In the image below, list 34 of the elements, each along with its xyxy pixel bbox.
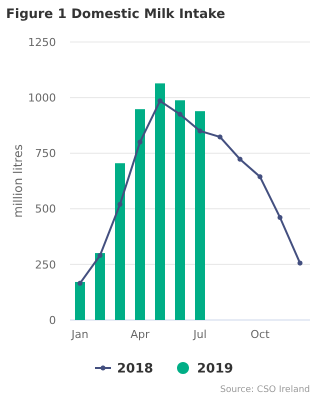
source-note: Source: CSO Ireland <box>220 385 310 395</box>
x-tick-label: Apr <box>130 328 150 341</box>
point <box>138 140 142 145</box>
x-tick-label: Jul <box>192 328 207 341</box>
point <box>278 214 282 220</box>
y-tick-label: 1250 <box>28 36 56 49</box>
bar <box>155 83 165 320</box>
point <box>258 174 262 180</box>
bar <box>75 282 85 320</box>
point <box>178 112 182 117</box>
y-axis-title: million litres <box>11 144 25 218</box>
y-tick-label: 500 <box>35 202 56 216</box>
point <box>158 98 162 104</box>
point <box>198 128 202 134</box>
bar <box>115 163 125 320</box>
bar <box>135 109 145 320</box>
point <box>218 134 222 140</box>
point <box>98 253 102 258</box>
chart-title: Figure 1 Domestic Milk Intake <box>6 7 226 22</box>
point <box>118 202 122 207</box>
point <box>78 280 82 286</box>
legend-label: 2018 <box>117 362 154 377</box>
legend-label: 2019 <box>197 362 234 377</box>
x-tick-label: Jan <box>70 328 88 341</box>
point <box>238 156 242 162</box>
y-tick-label: 0 <box>49 314 56 327</box>
bar <box>195 111 205 320</box>
y-tick-label: 750 <box>35 147 56 160</box>
x-tick-label: Oct <box>250 328 270 341</box>
point <box>298 260 302 266</box>
bar <box>175 100 185 320</box>
y-tick-label: 1000 <box>28 91 56 104</box>
y-tick-label: 250 <box>35 258 56 272</box>
bar <box>95 253 105 320</box>
